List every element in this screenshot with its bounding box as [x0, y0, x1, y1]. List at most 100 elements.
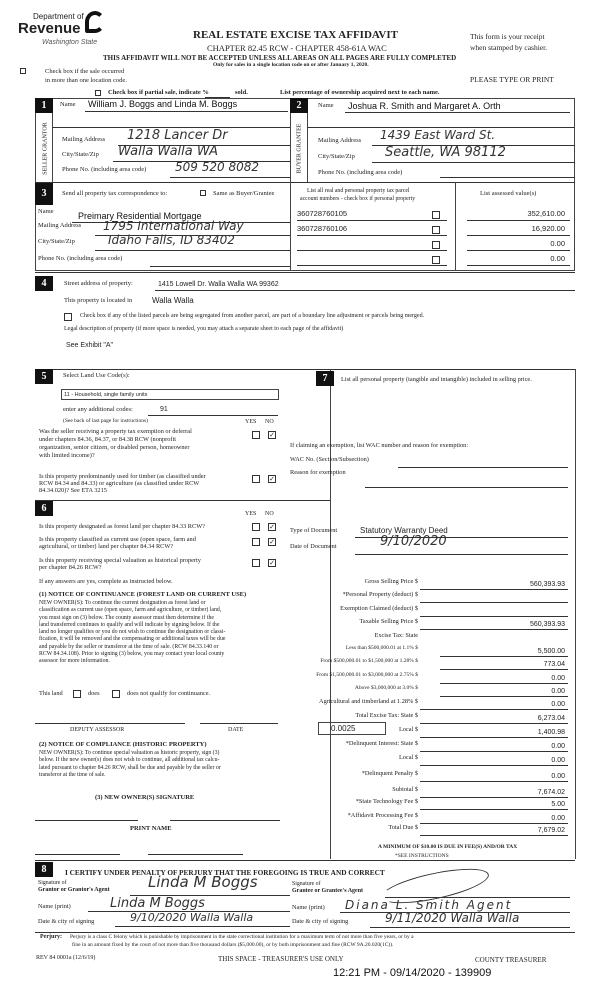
buyer-name[interactable]: Joshua R. Smith and Margaret A. Orth: [348, 101, 501, 111]
does-not-label: does not qualify for continuance.: [127, 690, 211, 697]
tax-line-label: *Affidavit Processing Fee $: [347, 812, 418, 819]
tax-line-label: Excise Tax: State: [374, 632, 418, 639]
grantor-print-name[interactable]: Linda M Boggs: [110, 896, 205, 911]
parcel-number[interactable]: 360728760106: [297, 224, 348, 233]
property-location[interactable]: Walla Walla: [152, 296, 194, 305]
personal-property-checkbox[interactable]: [432, 256, 440, 264]
reason-field[interactable]: [365, 487, 568, 488]
tax-line-value[interactable]: 0.00: [551, 701, 565, 708]
notice-compliance-title: (2) NOTICE OF COMPLIANCE (HISTORIC PROPE…: [39, 741, 207, 748]
tax-line-rule: [420, 781, 568, 782]
tax-line-value[interactable]: 6,273.04: [537, 715, 565, 722]
timber-yes-checkbox[interactable]: [252, 475, 260, 483]
assessed-value[interactable]: 16,920.00: [531, 224, 565, 233]
print-name-field-2[interactable]: [148, 854, 243, 855]
tax-line-rule: [440, 696, 568, 697]
exemption-no-checkbox[interactable]: ✓: [268, 431, 276, 439]
partial-sale-checkbox[interactable]: [95, 90, 101, 96]
tax-line-value[interactable]: 0.00: [551, 815, 565, 822]
grantee-name-label: Name (print): [292, 904, 325, 911]
segregated-checkbox[interactable]: [64, 313, 72, 321]
buyer-phone-field[interactable]: [440, 177, 575, 178]
timber-no-checkbox[interactable]: ✓: [268, 475, 276, 483]
deputy-assessor-signature[interactable]: [35, 723, 185, 724]
multi-location-checkbox[interactable]: [20, 68, 26, 74]
land-use-code-select[interactable]: 11 - Household, single family units: [61, 389, 279, 400]
buyer-city[interactable]: Seattle, WA 98112: [385, 145, 506, 160]
tax-line-value[interactable]: 0.00: [551, 688, 565, 695]
seller-city[interactable]: Walla Walla WA: [118, 144, 218, 159]
section-2-number: 2: [290, 98, 308, 113]
seller-name[interactable]: William J. Boggs and Linda M. Boggs: [88, 99, 238, 109]
grantor-sig-label-2: Grantor or Grantor's Agent: [38, 887, 110, 893]
tax-line-value[interactable]: 560,393.93: [529, 621, 565, 628]
document-type[interactable]: Statutory Warranty Deed: [360, 526, 448, 535]
parcel-number[interactable]: 360728760105: [297, 209, 348, 218]
partial-percent-field[interactable]: [205, 97, 230, 98]
reason-label: Reason for exemption: [290, 469, 346, 476]
additional-codes-label: enter any additional codes:: [63, 406, 133, 413]
assessed-value[interactable]: 0.00: [550, 239, 565, 248]
assessed-value[interactable]: 0.00: [550, 254, 565, 263]
n2-text: NEW OWNER(S): To continue special valuat…: [39, 750, 221, 779]
assessed-value[interactable]: 352,610.00: [527, 209, 565, 218]
tax-line-value[interactable]: 773.04: [543, 661, 565, 668]
tax-line-value[interactable]: 0.00: [551, 675, 565, 682]
revenue-logo-text: Revenue: [18, 20, 81, 37]
notice-line: THIS AFFIDAVIT WILL NOT BE ACCEPTED UNLE…: [103, 54, 457, 62]
text-line: RCW 84.34 and 84.33) or agriculture (as …: [39, 480, 200, 487]
forest-no-checkbox[interactable]: ✓: [268, 523, 276, 531]
wac-field[interactable]: [398, 467, 568, 468]
text-line: Is this property receiving special valua…: [39, 557, 201, 564]
new-owner-signature-field[interactable]: [35, 820, 138, 821]
value-line: [467, 220, 570, 221]
buyer-phone-label: Phone No. (including area code): [318, 169, 403, 176]
grantee-print-name[interactable]: Diana L. Smith Agent: [345, 898, 513, 912]
historic-no-checkbox[interactable]: ✓: [268, 559, 276, 567]
partial-sale-label: Check box if partial sale, indicate %: [108, 89, 209, 96]
tax-line-value[interactable]: 0.00: [551, 743, 565, 750]
document-date[interactable]: 9/10/2020: [380, 534, 447, 549]
taxpayer-city[interactable]: Idaho Falls, ID 83402: [108, 233, 235, 247]
grantor-date-city[interactable]: 9/10/2020 Walla Walla: [130, 911, 254, 924]
grantor-signature[interactable]: Linda M Boggs: [148, 873, 258, 891]
current-use-yes-checkbox[interactable]: [252, 538, 260, 546]
forest-yes-checkbox[interactable]: [252, 523, 260, 531]
buyer-address[interactable]: 1439 East Ward St.: [380, 128, 496, 142]
personal-property-checkbox[interactable]: [432, 226, 440, 234]
current-use-no-checkbox[interactable]: ✓: [268, 538, 276, 546]
does-qualify-checkbox[interactable]: [73, 690, 81, 698]
new-owner-signature-field-2[interactable]: [170, 820, 280, 821]
receipt-line-1: This form is your receipt: [470, 32, 545, 41]
tax-line-value[interactable]: 560,393.93: [529, 581, 565, 588]
personal-property-checkbox[interactable]: [432, 241, 440, 249]
notice-continuance-title: (1) NOTICE OF CONTINUANCE (FOREST LAND O…: [39, 591, 247, 598]
tax-line-value[interactable]: 7,674.02: [537, 789, 565, 796]
does-not-qualify-checkbox[interactable]: [112, 690, 120, 698]
taxpayer-name[interactable]: Preimary Residential Mortgage: [78, 211, 202, 221]
seller-address[interactable]: 1218 Lancer Dr: [127, 128, 228, 143]
buyer-name-label: Name: [318, 102, 334, 109]
grantee-date-city[interactable]: 9/11/2020 Walla Walla: [385, 911, 520, 925]
value-line: [467, 250, 570, 251]
tax-line-value[interactable]: 0.00: [551, 773, 565, 780]
tax-line-value[interactable]: 0.00: [551, 757, 565, 764]
tax-line-value[interactable]: 5,500.00: [537, 648, 565, 655]
county-treasurer-label: COUNTY TREASURER: [475, 956, 547, 964]
print-name-field[interactable]: [35, 854, 120, 855]
legal-description[interactable]: See Exhibit "A": [66, 342, 113, 349]
historic-yes-checkbox[interactable]: [252, 559, 260, 567]
local-rate-field[interactable]: 0.0025: [318, 722, 386, 735]
tax-line-value[interactable]: 7,679.02: [537, 827, 565, 834]
exemption-yes-checkbox[interactable]: [252, 431, 260, 439]
assessor-date-field[interactable]: [200, 723, 278, 724]
same-as-buyer-checkbox[interactable]: [200, 190, 206, 196]
taxpayer-phone-field[interactable]: [150, 266, 290, 267]
tax-line-value[interactable]: 5.00: [551, 801, 565, 808]
taxpayer-address[interactable]: 1795 International Way: [103, 219, 244, 233]
property-street-address[interactable]: 1415 Lowell Dr. Walla Walla WA 99362: [158, 281, 279, 288]
tax-line-value[interactable]: 1,400.98: [537, 729, 565, 736]
seller-phone[interactable]: 509 520 8082: [175, 160, 259, 174]
additional-codes[interactable]: 91: [160, 406, 168, 413]
personal-property-checkbox[interactable]: [432, 211, 440, 219]
